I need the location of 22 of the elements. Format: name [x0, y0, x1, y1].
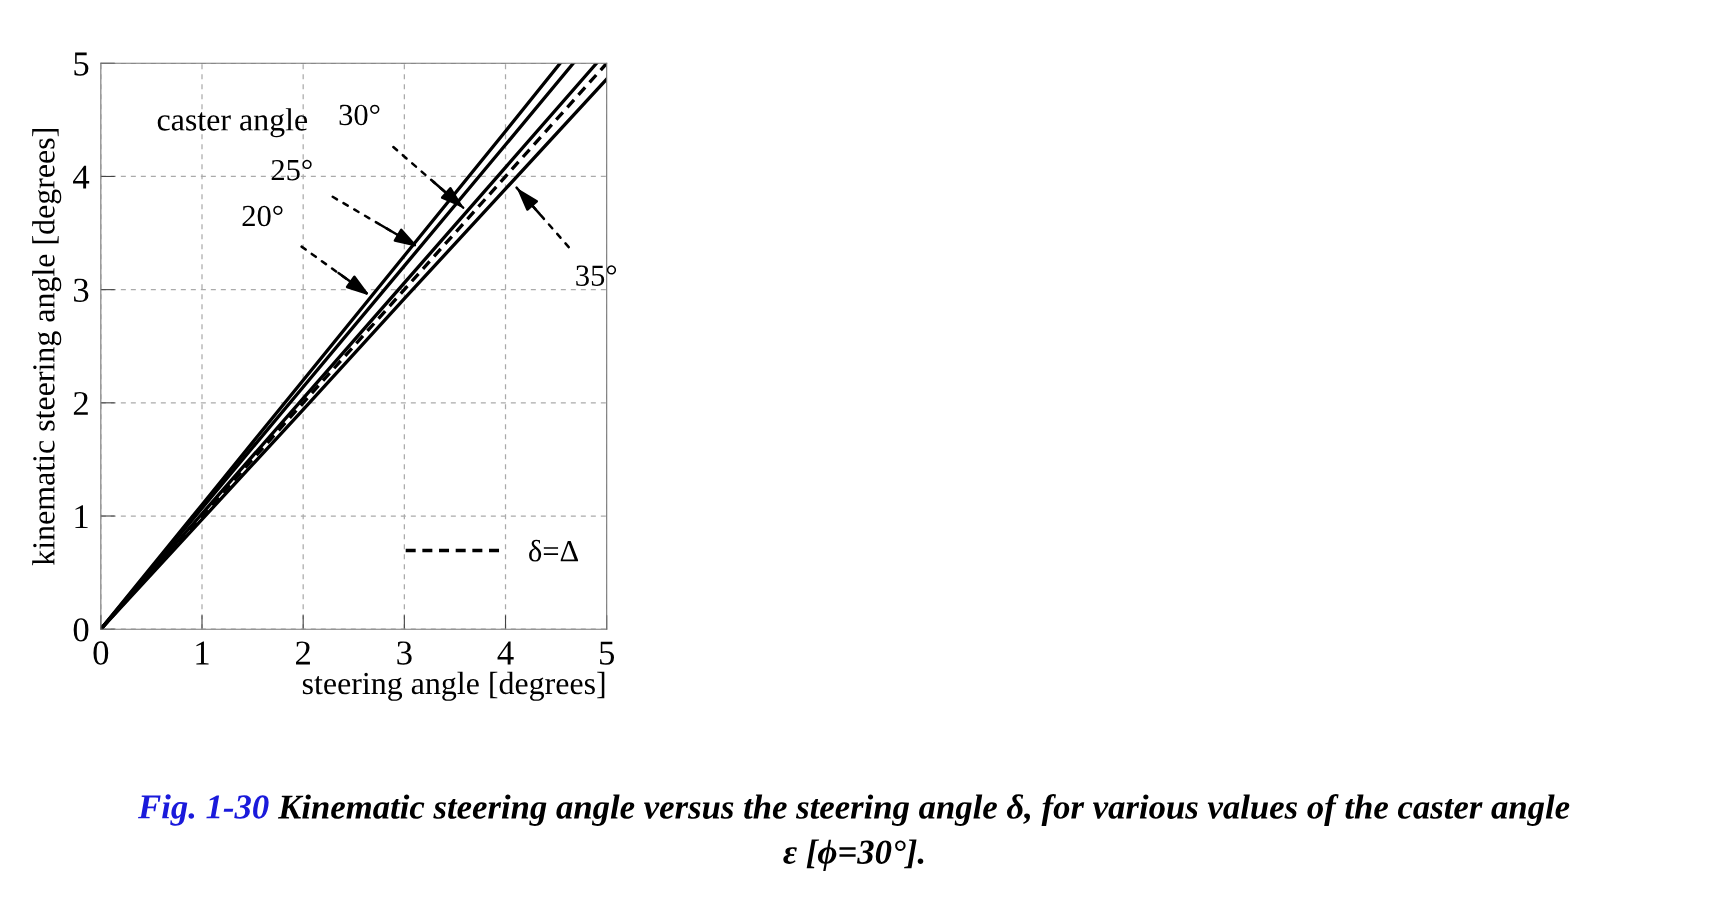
annotation: 35°: [576, 265, 617, 286]
y-tick-label: 2: [73, 391, 88, 415]
y-tick-label: 4: [73, 165, 90, 189]
x-axis-title: steering angle [degrees]: [302, 671, 605, 701]
y-tick-label: 1: [75, 505, 88, 529]
annotation: 20°: [242, 205, 283, 227]
y-tick-label: 0: [73, 618, 89, 642]
y-tick-label: 5: [74, 52, 89, 76]
x-tick-label: 0: [93, 641, 109, 665]
annotation: caster angle: [157, 108, 308, 138]
y-tick-label: 3: [74, 278, 89, 303]
annotation: 30°: [339, 104, 380, 126]
caption: Fig. 1-30: [138, 794, 269, 826]
x-tick-label: 3: [397, 641, 412, 665]
annotation: 25°: [271, 159, 312, 181]
x-tick-label: 1: [196, 641, 209, 665]
text: Kinematic steering angle versus the steering angle δ, for various values of the caster angle ε [ϕ=30°].: [277, 794, 1570, 871]
x-tick-label: 4: [497, 641, 514, 665]
x-tick-label: 5: [600, 641, 615, 665]
legend-label: δ=Δ: [529, 539, 579, 562]
y-axis-title: kinematic steering angle [degrees]: [32, 129, 62, 566]
x-tick-label: 2: [296, 641, 310, 665]
